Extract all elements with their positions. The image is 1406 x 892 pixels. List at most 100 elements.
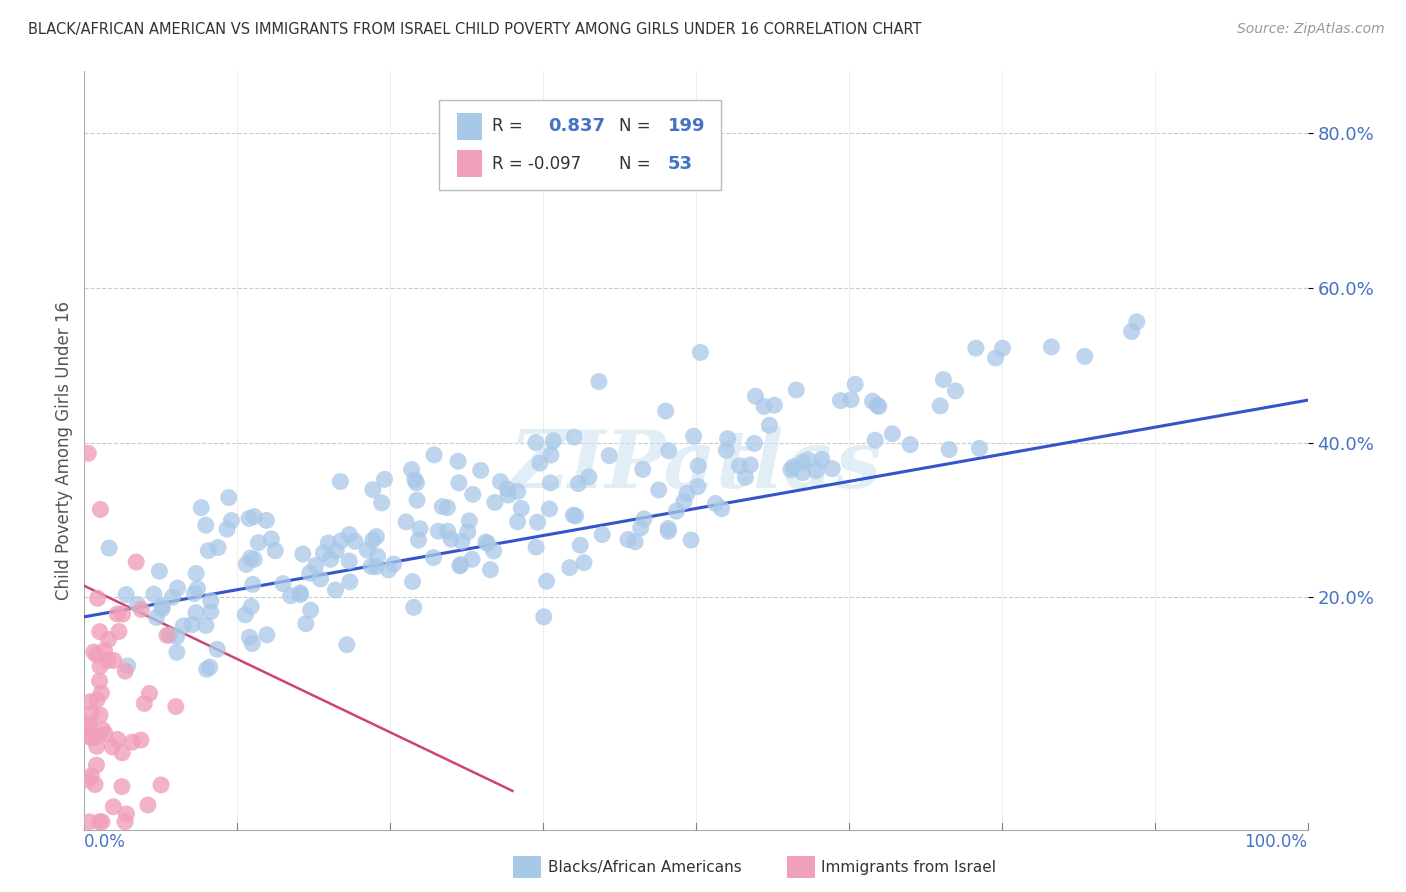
Point [129, 602, 152, 616]
Point [136, 797, 159, 812]
Point [165, 699, 187, 714]
Point [318, 536, 340, 550]
Point [526, 515, 548, 529]
Point [717, 432, 740, 446]
Point [117, 658, 139, 673]
Text: 199: 199 [668, 118, 706, 136]
Point [591, 527, 613, 541]
Point [101, 739, 124, 754]
Point [200, 605, 222, 619]
Point [538, 475, 561, 490]
Point [482, 544, 505, 558]
Point [1125, 315, 1147, 329]
Point [427, 524, 450, 538]
Point [541, 434, 564, 448]
Text: ZIPatlas: ZIPatlas [510, 427, 882, 504]
Point [598, 449, 620, 463]
Point [631, 462, 654, 476]
Point [336, 638, 359, 652]
Point [115, 587, 138, 601]
Point [792, 455, 814, 469]
Point [402, 600, 425, 615]
Point [190, 500, 212, 515]
Point [79, 814, 101, 829]
Point [159, 628, 181, 642]
Point [183, 586, 205, 600]
Point [91, 814, 114, 829]
Point [312, 546, 335, 560]
Point [758, 418, 780, 433]
Point [156, 628, 179, 642]
Point [240, 599, 263, 614]
Point [97, 653, 120, 667]
Point [477, 536, 499, 550]
Point [86, 591, 108, 606]
Point [682, 429, 704, 443]
Text: R =: R = [492, 118, 523, 136]
Point [80, 706, 103, 721]
Point [90, 686, 112, 700]
Point [361, 533, 384, 548]
Point [572, 556, 595, 570]
Point [564, 508, 586, 523]
Point [866, 398, 889, 412]
Point [489, 475, 512, 489]
Point [681, 533, 703, 547]
Text: 0.0%: 0.0% [84, 833, 127, 852]
Point [256, 628, 278, 642]
Point [319, 552, 342, 566]
Text: 100.0%: 100.0% [1244, 833, 1308, 852]
Text: R = -0.097: R = -0.097 [492, 154, 581, 172]
Point [617, 533, 640, 547]
Point [142, 587, 165, 601]
Point [588, 375, 610, 389]
Point [166, 645, 188, 659]
Point [77, 772, 100, 787]
Point [86, 739, 108, 754]
Point [181, 617, 204, 632]
Point [665, 504, 688, 518]
Point [716, 443, 738, 458]
Point [325, 582, 347, 597]
Point [105, 607, 128, 621]
Point [630, 521, 652, 535]
Point [945, 384, 967, 398]
Point [290, 588, 312, 602]
Point [633, 512, 655, 526]
Point [447, 454, 470, 468]
Point [654, 404, 676, 418]
Point [339, 574, 361, 589]
Point [162, 590, 184, 604]
Point [115, 806, 138, 821]
Point [89, 659, 111, 673]
Point [763, 398, 786, 412]
Point [404, 473, 426, 487]
Point [562, 430, 585, 444]
Point [86, 729, 108, 743]
Point [325, 544, 347, 558]
Point [239, 551, 262, 566]
Point [862, 394, 884, 409]
Point [965, 341, 987, 355]
Point [298, 566, 321, 581]
Point [882, 426, 904, 441]
Point [280, 589, 302, 603]
Point [329, 475, 352, 489]
Point [395, 515, 418, 529]
Point [218, 491, 240, 505]
Point [247, 535, 270, 549]
Point [1040, 340, 1063, 354]
Point [792, 466, 814, 480]
Point [361, 483, 384, 497]
Point [868, 400, 890, 414]
Point [111, 780, 134, 794]
Point [367, 549, 389, 564]
Point [186, 582, 208, 596]
Point [98, 541, 121, 555]
Point [969, 442, 991, 456]
Point [569, 538, 592, 552]
Point [94, 727, 117, 741]
Y-axis label: Child Poverty Among Girls Under 16: Child Poverty Among Girls Under 16 [55, 301, 73, 600]
Text: N =: N = [619, 154, 650, 172]
Point [337, 554, 360, 568]
